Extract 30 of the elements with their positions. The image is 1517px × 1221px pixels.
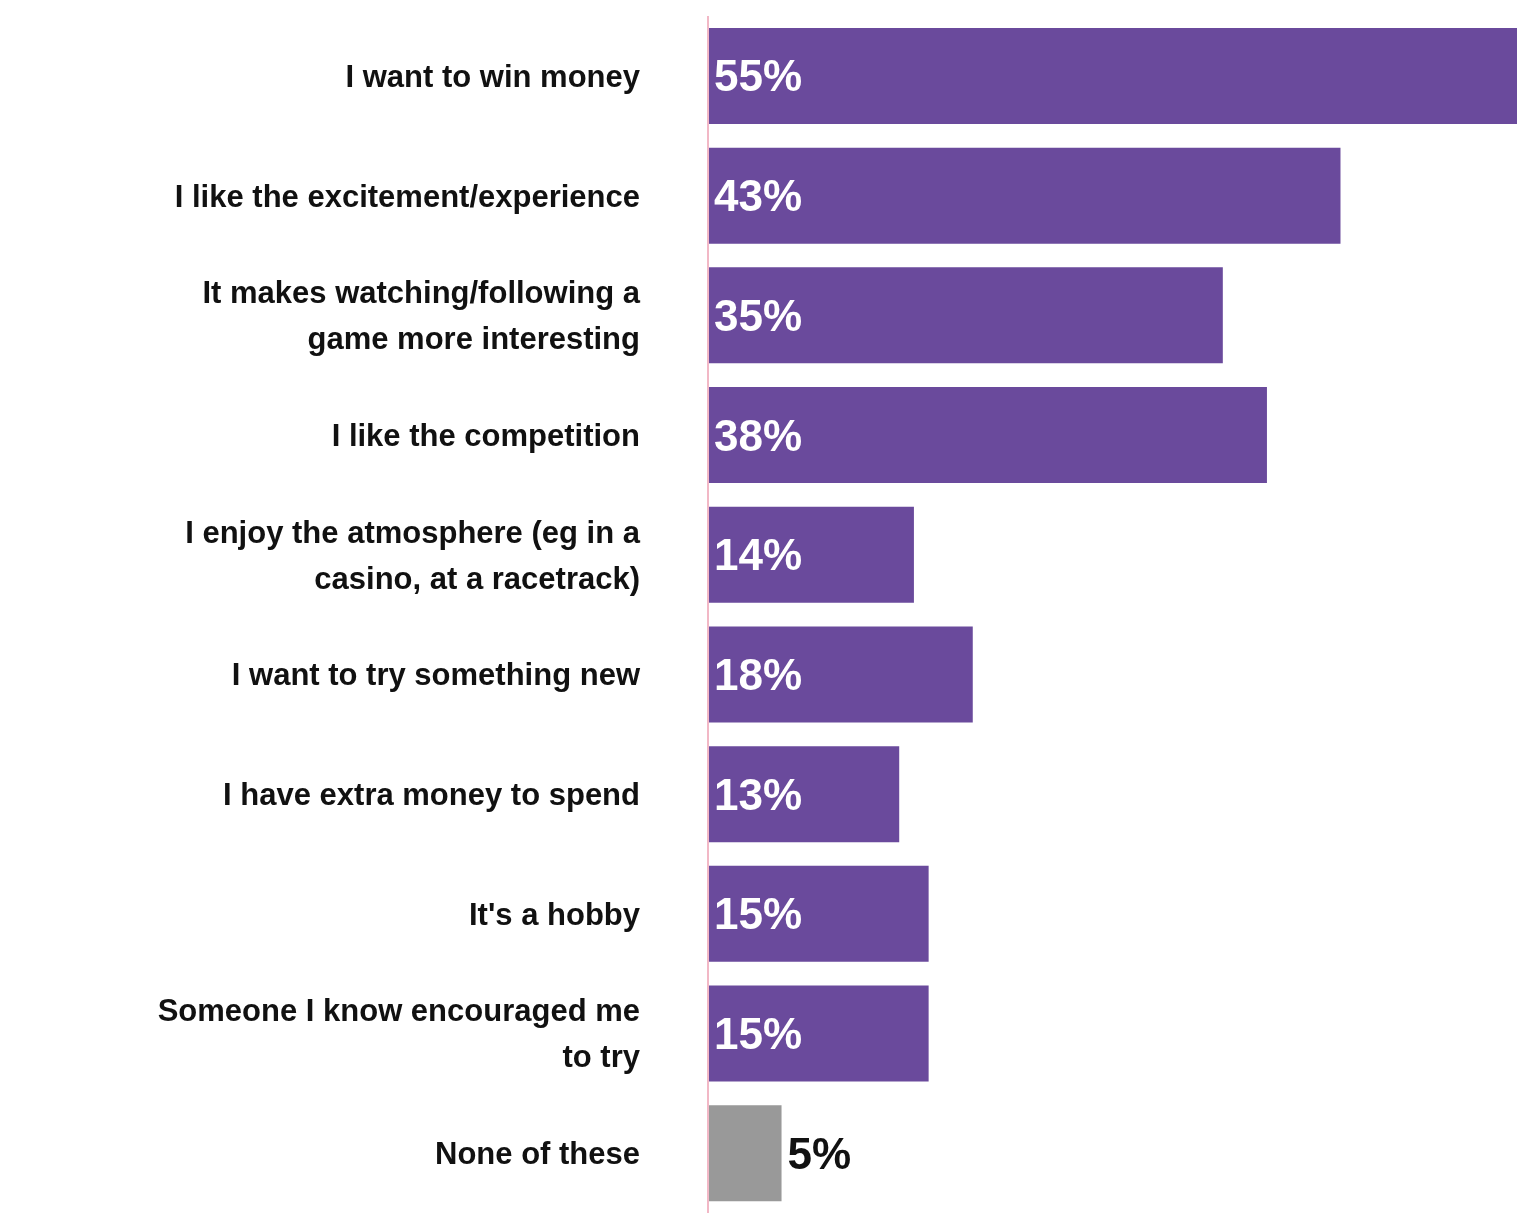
y-tick-label: I have extra money to spend <box>223 776 640 812</box>
y-tick-label: None of these <box>435 1135 640 1171</box>
y-tick-label: Someone I know encouraged me to try <box>157 992 641 1074</box>
y-tick-label: It makes watching/following a game more interesting <box>202 274 641 356</box>
bar <box>708 865 929 962</box>
bar <box>708 267 1223 364</box>
y-tick-label: I like the excitement/experience <box>174 178 640 214</box>
data-label: 43% <box>714 171 803 221</box>
bar <box>708 746 900 843</box>
data-label: 38% <box>714 410 803 460</box>
data-label: 18% <box>714 649 803 699</box>
y-tick-label: I want to win money <box>345 58 641 94</box>
data-label: 14% <box>714 530 803 580</box>
bar <box>708 506 914 603</box>
data-label: 55% <box>714 51 803 101</box>
data-label: 15% <box>714 889 803 939</box>
data-label: 15% <box>714 1009 803 1059</box>
bar <box>708 1105 782 1202</box>
y-tick-label: I enjoy the atmosphere (eg in a casino, at a racetrack) <box>185 514 641 596</box>
bar <box>708 626 973 723</box>
y-tick-label: I like the competition <box>331 417 640 453</box>
data-label: 13% <box>714 769 803 819</box>
y-tick-label: It's a hobby <box>469 896 641 932</box>
data-label: 5% <box>787 1128 852 1178</box>
bar <box>708 147 1341 244</box>
y-tick-label: I want to try something new <box>231 656 641 692</box>
bar <box>708 985 929 1082</box>
data-label: 35% <box>714 290 803 340</box>
bar <box>708 27 1517 124</box>
bar <box>708 387 1267 484</box>
